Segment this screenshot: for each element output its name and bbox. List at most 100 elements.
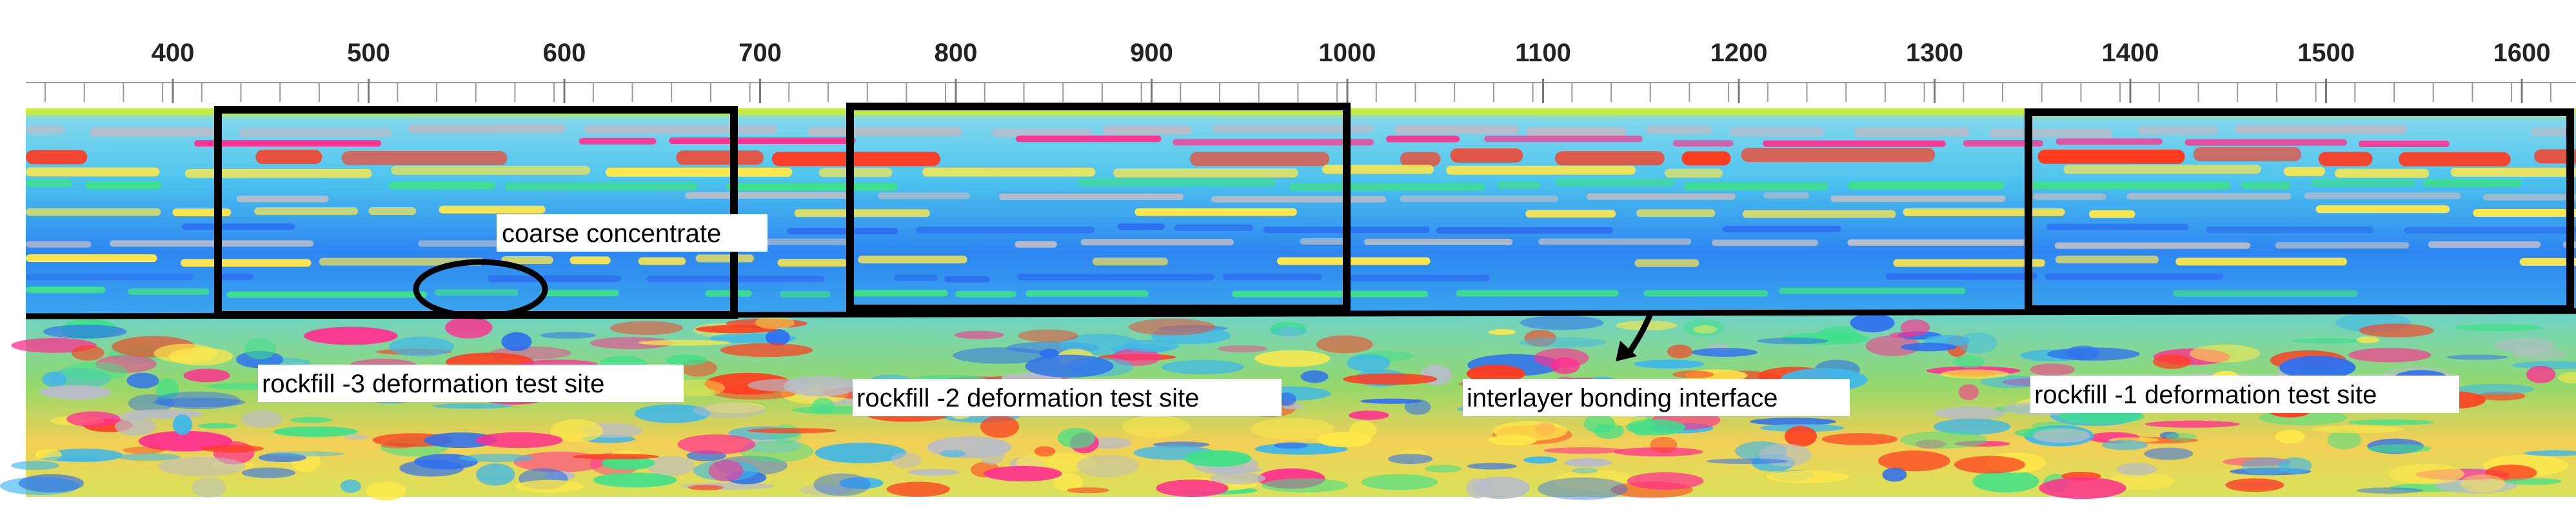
reflection-blob bbox=[2312, 425, 2404, 434]
reflection-band bbox=[2318, 152, 2373, 166]
label-coarse-concentrate: coarse concentrate bbox=[497, 214, 768, 252]
reflection-blob bbox=[11, 461, 59, 470]
reflection-band bbox=[540, 289, 619, 296]
reflection-band bbox=[1173, 139, 1374, 146]
reflection-blob bbox=[1342, 373, 1438, 385]
reflection-blob bbox=[634, 404, 711, 423]
reflection-blob bbox=[688, 485, 724, 490]
reflection-blob bbox=[2223, 457, 2292, 467]
reflection-blob bbox=[241, 467, 295, 478]
reflection-blob bbox=[2102, 439, 2148, 450]
reflection-band bbox=[1394, 125, 1519, 134]
reflection-blob bbox=[1766, 470, 1850, 483]
coarse-concentrate-ellipse bbox=[413, 259, 548, 319]
reflection-blob bbox=[940, 450, 966, 458]
reflection-blob bbox=[693, 402, 767, 419]
reflection-blob bbox=[1271, 326, 1307, 337]
reflection-blob bbox=[344, 434, 369, 440]
reflection-band bbox=[26, 208, 161, 216]
reflection-blob bbox=[41, 371, 67, 387]
reflection-blob bbox=[799, 484, 853, 496]
label-site-3: rockfill -3 deformation test site bbox=[258, 365, 684, 402]
reflection-blob bbox=[2485, 465, 2537, 481]
reflection-band bbox=[254, 207, 359, 216]
reflection-blob bbox=[2348, 419, 2435, 425]
reflection-blob bbox=[2558, 372, 2576, 383]
reflection-blob bbox=[2241, 457, 2290, 476]
reflection-blob bbox=[1489, 434, 1538, 446]
reflection-blob bbox=[2166, 432, 2197, 441]
reflection-band bbox=[579, 137, 657, 145]
reflection-blob bbox=[1270, 321, 1307, 336]
reflection-blob bbox=[1672, 370, 1714, 379]
label-site-2-text: rockfill -2 deformation test site bbox=[857, 384, 1199, 412]
reflection-blob bbox=[573, 454, 660, 459]
reflection-band bbox=[1497, 181, 1541, 189]
reflection-band bbox=[777, 259, 847, 267]
reflection-band bbox=[2334, 168, 2430, 178]
reflection-blob bbox=[424, 432, 498, 448]
reflection-blob bbox=[1693, 325, 1718, 334]
minor-ticks bbox=[45, 83, 2551, 102]
reflection-blob bbox=[1124, 339, 1180, 352]
reflection-blob bbox=[155, 378, 179, 400]
reflection-band bbox=[1847, 181, 2004, 189]
reflection-band bbox=[2055, 256, 2159, 264]
reflection-band bbox=[2126, 193, 2292, 200]
reflection-band bbox=[26, 179, 72, 187]
reflection-band bbox=[2275, 242, 2410, 249]
reflection-band bbox=[90, 128, 218, 137]
reflection-blob bbox=[197, 423, 238, 429]
reflection-blob bbox=[2523, 450, 2576, 456]
reflection-blob bbox=[2446, 354, 2508, 360]
reflection-blob bbox=[978, 443, 1005, 465]
reflection-band bbox=[1722, 226, 1841, 233]
reflection-band bbox=[848, 290, 948, 297]
reflection-band bbox=[1830, 195, 2006, 202]
reflection-blob bbox=[1388, 454, 1433, 465]
reflection-band bbox=[1385, 136, 1460, 143]
reflection-blob bbox=[2279, 356, 2356, 379]
reflection-blob bbox=[2495, 338, 2555, 353]
reflection-blob bbox=[1784, 426, 1818, 447]
reflection-blob bbox=[1057, 428, 1096, 448]
reflection-band bbox=[1450, 148, 1523, 163]
reflection-blob bbox=[1900, 319, 1930, 336]
reflection-band bbox=[858, 256, 967, 264]
axis-tick-label: 1400 bbox=[2102, 39, 2159, 67]
reflection-blob bbox=[1821, 433, 1898, 445]
reflection-band bbox=[2193, 147, 2302, 162]
label-interface: interlayer bonding interface bbox=[1463, 379, 1850, 416]
reflection-blob bbox=[1972, 470, 2039, 493]
reflection-blob bbox=[290, 416, 332, 423]
reflection-blob bbox=[2356, 336, 2379, 343]
reflection-blob bbox=[1534, 348, 1589, 368]
reflection-blob bbox=[1957, 332, 1997, 354]
reflection-band bbox=[128, 288, 210, 295]
reflection-blob bbox=[123, 447, 165, 454]
reflection-blob bbox=[1067, 487, 1109, 494]
axis-tick-label: 1100 bbox=[1515, 39, 1571, 67]
reflection-band bbox=[2519, 257, 2576, 266]
reflection-blob bbox=[1349, 410, 1389, 420]
reflection-blob bbox=[117, 453, 181, 461]
reflection-blob bbox=[1218, 345, 1268, 352]
label-site-2: rockfill -2 deformation test site bbox=[853, 379, 1282, 416]
reflection-band bbox=[1364, 238, 1513, 245]
reflection-band bbox=[894, 274, 938, 281]
reflection-blob bbox=[1850, 313, 1895, 332]
reflection-blob bbox=[1543, 447, 1625, 454]
reflection-blob bbox=[1940, 369, 2009, 379]
reflection-band bbox=[110, 240, 314, 247]
reflection-blob bbox=[1254, 350, 1331, 367]
label-site-1-text: rockfill -1 deformation test site bbox=[2034, 381, 2377, 409]
reflection-band bbox=[1015, 136, 1162, 143]
reflection-band bbox=[2032, 193, 2106, 200]
reflection-blob bbox=[153, 398, 246, 408]
reflection-blob bbox=[1122, 415, 1190, 438]
reflection-band bbox=[501, 256, 553, 264]
reflection-blob bbox=[1614, 447, 1703, 457]
reflection-blob bbox=[1899, 431, 1988, 448]
reflection-blob bbox=[1018, 329, 1079, 343]
